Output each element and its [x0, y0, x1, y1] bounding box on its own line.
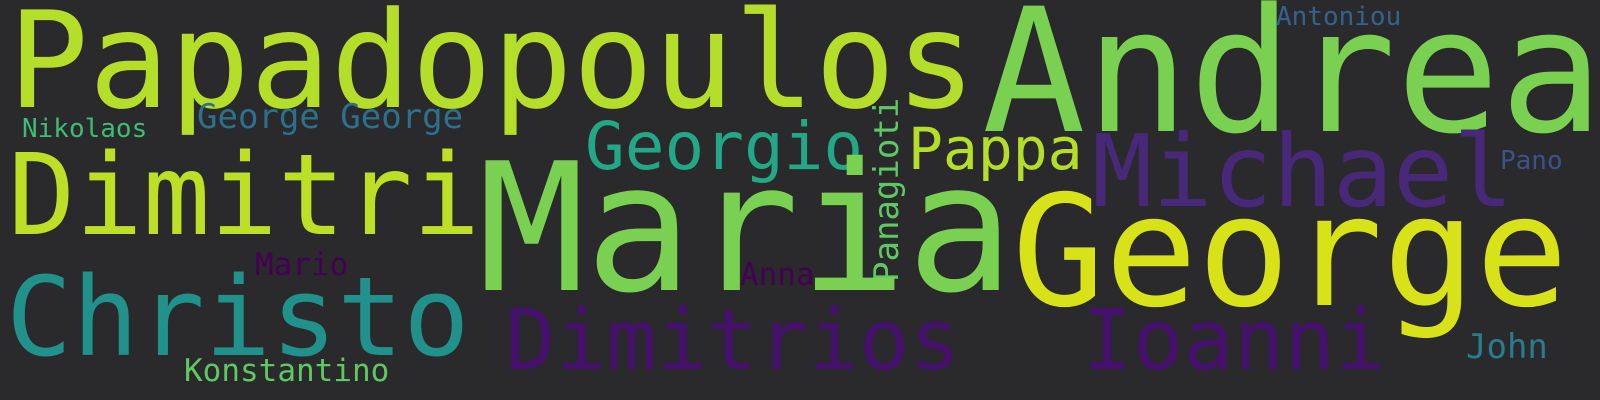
- word-antoniou: Antoniou: [1276, 2, 1402, 32]
- word-dimitri: Dimitri: [8, 131, 481, 261]
- word-nikolaos: Nikolaos: [22, 114, 148, 144]
- word-george-george: George George: [197, 97, 464, 137]
- word-papadopoulos: Papadopoulos: [8, 0, 977, 139]
- word-pappa: Pappa: [908, 115, 1083, 183]
- word-pano: Pano: [1500, 146, 1563, 176]
- word-anna: Anna: [740, 257, 815, 293]
- word-dimitrios: Dimitrios: [505, 291, 961, 389]
- word-mario: Mario: [255, 247, 349, 283]
- word-christo: Christo: [6, 253, 470, 381]
- word-ioanni: Ioanni: [1082, 291, 1386, 389]
- word-george: George: [1012, 163, 1569, 342]
- word-john: John: [1466, 327, 1548, 367]
- word-maria: Maria: [478, 125, 1014, 332]
- word-georgio: Georgio: [585, 108, 864, 185]
- word-michael: Michael: [1092, 113, 1514, 230]
- word-konstantino: Konstantino: [184, 353, 390, 389]
- word-andrea: Andrea: [982, 0, 1600, 172]
